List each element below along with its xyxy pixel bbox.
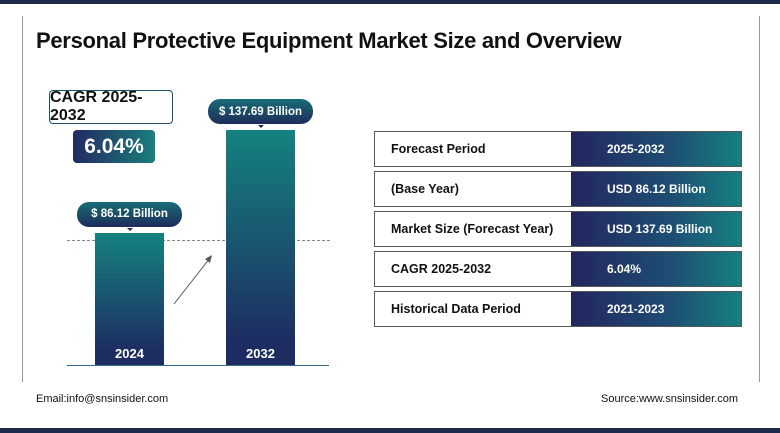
row-value: 6.04%: [571, 252, 741, 286]
footer-source: Source:www.snsinsider.com: [601, 393, 738, 405]
card-frame: [22, 16, 760, 382]
table-row: CAGR 2025-2032 6.04%: [374, 251, 742, 287]
x-tick-label: 2024: [115, 345, 144, 361]
table-row: Historical Data Period 2021-2023: [374, 291, 742, 327]
row-label: CAGR 2025-2032: [391, 262, 492, 276]
footer-email: Email:info@snsinsider.com: [36, 393, 169, 405]
chart-baseline: [67, 365, 329, 366]
bar-2024: 2024: [95, 232, 164, 365]
row-label: Market Size (Forecast Year): [391, 222, 554, 236]
cagr-label: CAGR 2025-2032: [49, 89, 173, 124]
bottom-bar: [0, 428, 780, 433]
table-row: Market Size (Forecast Year) USD 137.69 Bi…: [374, 211, 742, 247]
x-tick-label: 2032: [246, 346, 275, 361]
reference-dashed-line: [67, 240, 330, 241]
row-label: (Base Year): [391, 182, 459, 196]
table-row: (Base Year) USD 86.12 Billion: [374, 171, 742, 207]
row-label: Historical Data Period: [391, 302, 521, 316]
table-row: Forecast Period 2025-2032: [374, 131, 742, 167]
growth-arrow-icon: [173, 255, 212, 305]
page-title: Personal Protective Equipment Market Siz…: [36, 28, 622, 53]
row-value: USD 86.12 Billion: [571, 172, 741, 206]
top-bar: [0, 0, 780, 4]
data-label: $ 137.69 Billion: [208, 99, 313, 128]
bar-2032: 2032: [226, 130, 295, 365]
row-label: Forecast Period: [391, 142, 486, 156]
row-value: USD 137.69 Billion: [571, 212, 741, 246]
data-label: $ 86.12 Billion: [77, 201, 182, 231]
row-value: 2021-2023: [571, 292, 741, 326]
cagr-value: 6.04%: [73, 130, 155, 163]
row-value: 2025-2032: [571, 132, 741, 166]
